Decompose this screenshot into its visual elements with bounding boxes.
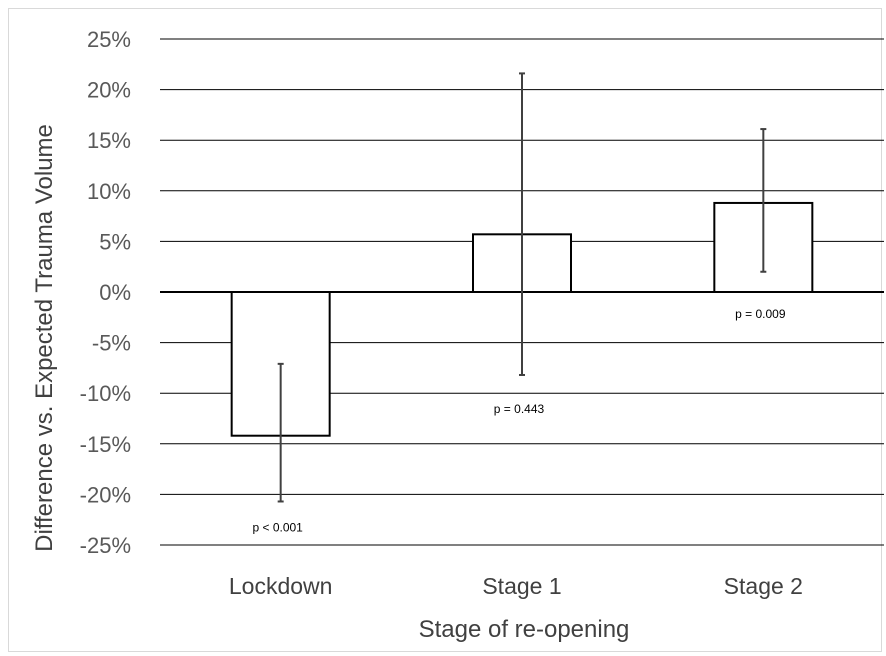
y-tick-label: -20% <box>80 482 131 507</box>
y-axis-tick-labels: 25% 20% 15% 10% 5% 0% -5% -10% -15% -20% -25% <box>80 27 131 558</box>
y-tick-label: 25% <box>87 27 131 52</box>
y-tick-label: -25% <box>80 533 131 558</box>
p-value-annotations: p < 0.001 p = 0.443 p = 0.009 <box>252 307 785 534</box>
x-category-label: Stage 2 <box>724 573 803 599</box>
y-tick-label: 0% <box>99 280 131 305</box>
y-tick-label: -15% <box>80 432 131 457</box>
y-axis-title: Difference vs. Expected Trauma Volume <box>31 124 58 552</box>
p-value-label: p = 0.009 <box>735 307 786 321</box>
y-tick-label: -5% <box>92 331 131 356</box>
p-value-label: p < 0.001 <box>252 520 303 534</box>
p-value-label: p = 0.443 <box>494 402 545 416</box>
y-tick-label: 10% <box>87 179 131 204</box>
x-axis-category-labels: Lockdown Stage 1 Stage 2 <box>229 573 803 599</box>
x-category-label: Lockdown <box>229 573 333 599</box>
error-bars <box>277 72 767 503</box>
y-tick-label: 5% <box>99 229 131 254</box>
x-axis-title: Stage of re-opening <box>419 616 630 643</box>
y-tick-label: 15% <box>87 128 131 153</box>
x-category-label: Stage 1 <box>482 573 561 599</box>
bars <box>230 201 814 437</box>
y-tick-label: 20% <box>87 78 131 103</box>
y-tick-label: -10% <box>80 381 131 406</box>
